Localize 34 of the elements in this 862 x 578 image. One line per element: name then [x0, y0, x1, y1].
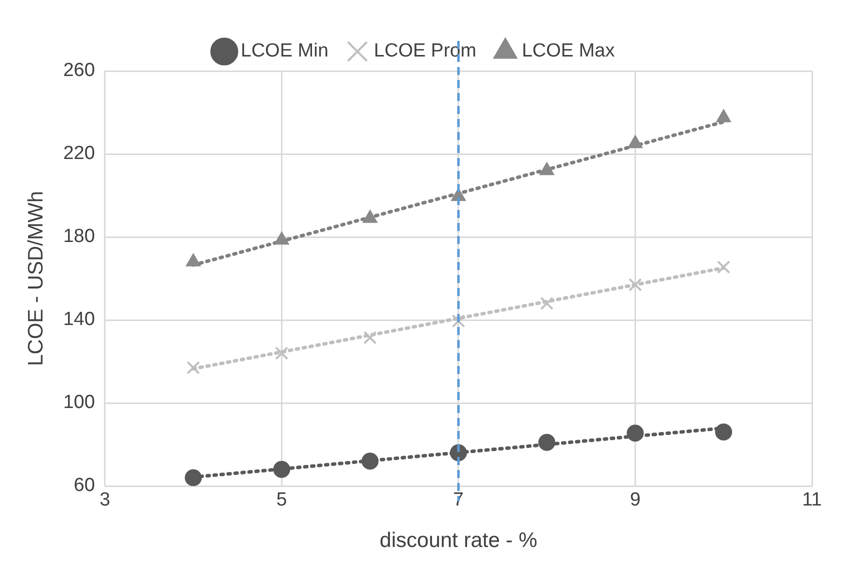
legend-label: LCOE Max: [522, 40, 616, 62]
point: [539, 162, 554, 176]
point: [274, 232, 290, 245]
y-tick-label: 260: [63, 60, 95, 82]
point: [628, 278, 642, 292]
point: [275, 346, 288, 360]
x-tick-label: 11: [802, 490, 822, 511]
x-tick-label: 9: [630, 490, 641, 511]
point: [626, 424, 644, 442]
point: [362, 452, 379, 470]
y-tick-label: 140: [63, 309, 95, 330]
y-tick-label: 60: [74, 475, 95, 496]
x-axis-title: discount rate - %: [380, 529, 538, 552]
point: [186, 253, 201, 266]
y-tick-label: 180: [63, 226, 95, 248]
point: [186, 361, 200, 374]
point: [273, 460, 290, 478]
legend-label: LCOE Min: [240, 40, 328, 62]
point: [363, 330, 377, 344]
point: [628, 135, 643, 148]
point: [538, 434, 556, 451]
point: [452, 314, 466, 328]
point: [362, 210, 378, 223]
point: [540, 296, 554, 310]
point: [715, 424, 732, 441]
y-tick-label: 220: [63, 143, 95, 164]
point: [716, 260, 730, 274]
y-tick-label: 100: [63, 392, 95, 414]
point: [716, 109, 732, 122]
y-axis-title: LCOE - USD/MWh: [24, 190, 48, 366]
x-tick-label: 3: [100, 490, 110, 511]
point: [184, 469, 202, 486]
legend-label: LCOE Prom: [374, 40, 476, 62]
x-tick-label: 5: [276, 490, 287, 511]
